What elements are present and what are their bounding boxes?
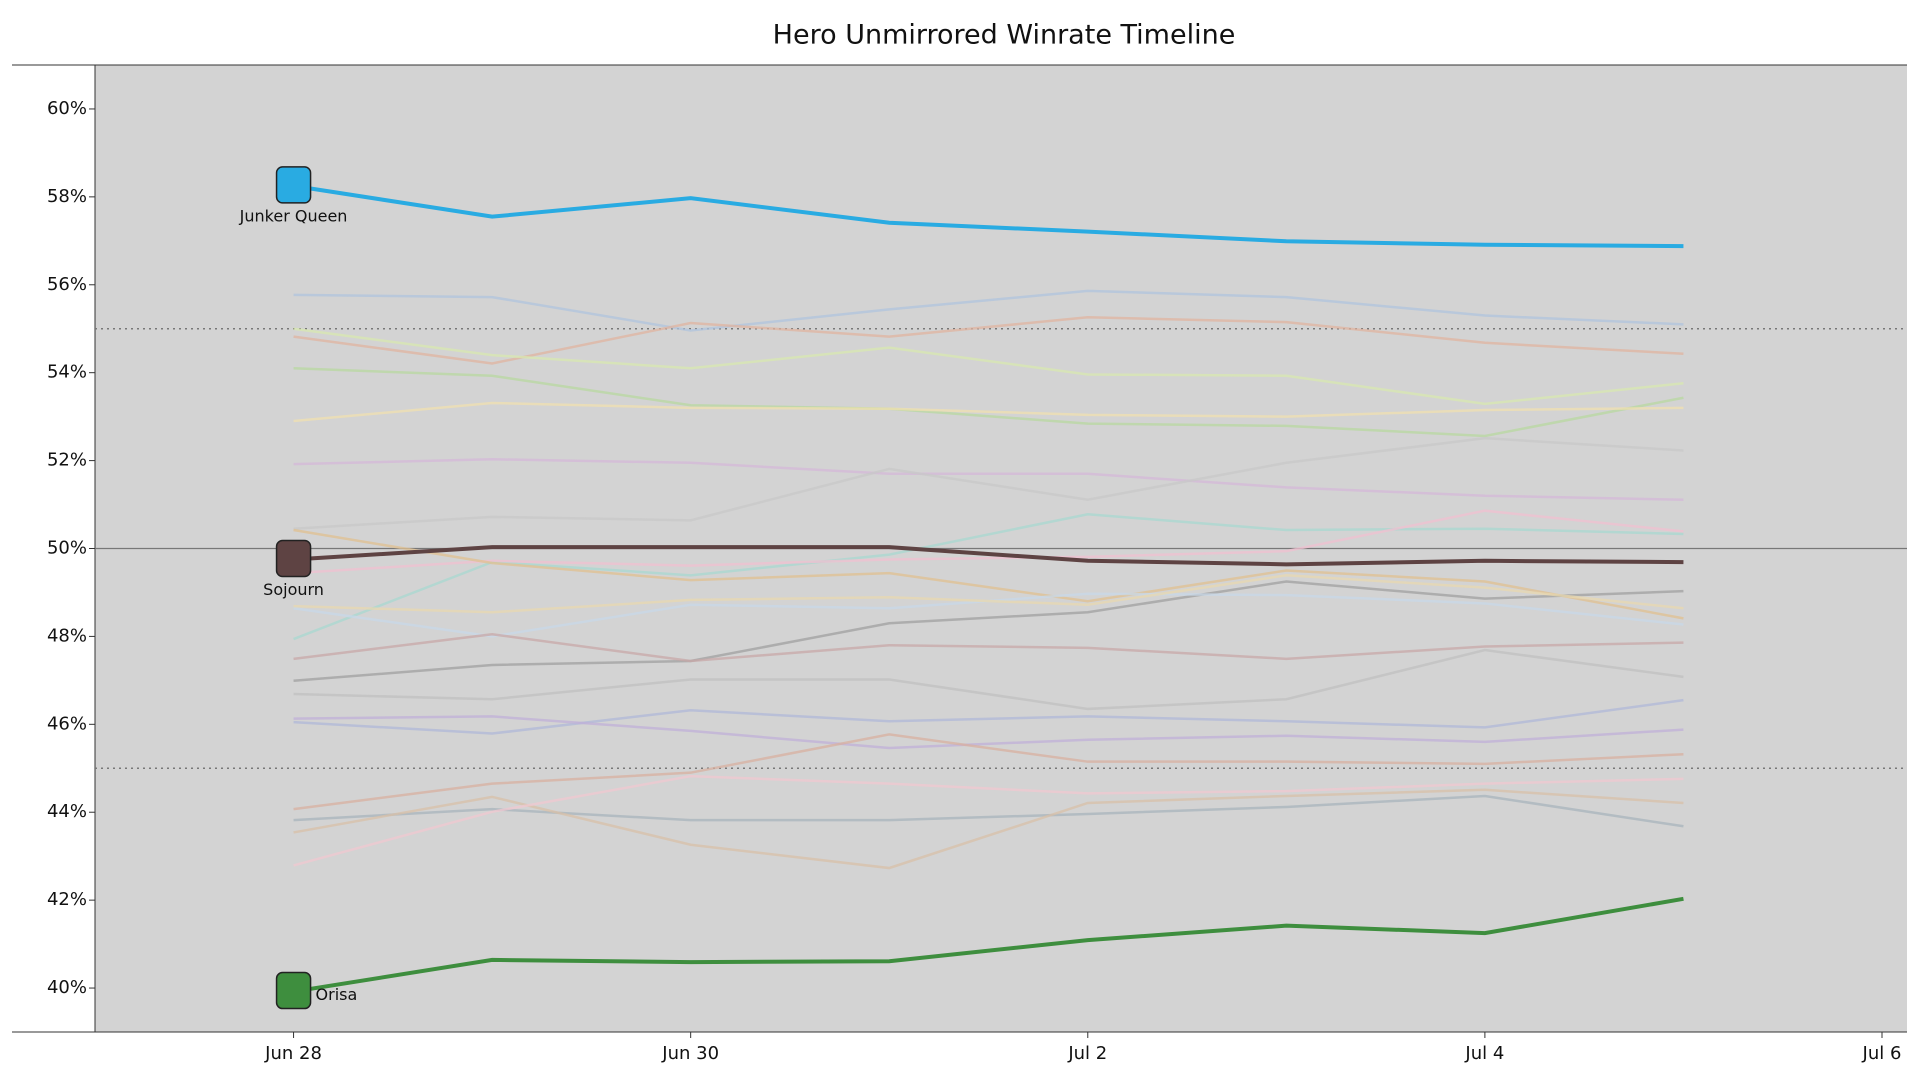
series-label: Sojourn xyxy=(263,580,324,599)
y-tick-label: 58% xyxy=(47,186,87,207)
highlight-line xyxy=(293,896,1684,994)
y-tick-label: 50% xyxy=(47,538,87,559)
y-tick-label: 48% xyxy=(47,625,87,646)
highlight-line xyxy=(293,183,1684,249)
x-tick-label: Jul 4 xyxy=(1464,1043,1504,1064)
y-tick-label: 44% xyxy=(47,801,87,822)
line xyxy=(293,327,1684,406)
y-tick-label: 52% xyxy=(47,450,87,471)
x-tick-label: Jun 28 xyxy=(264,1043,322,1064)
line xyxy=(293,367,1684,438)
line xyxy=(293,509,1684,575)
chart-title: Hero Unmirrored Winrate Timeline xyxy=(773,20,1236,51)
y-tick-label: 54% xyxy=(47,362,87,383)
line xyxy=(293,528,1684,620)
highlight-line xyxy=(293,545,1684,567)
line xyxy=(293,512,1684,641)
line xyxy=(293,648,1684,711)
line xyxy=(293,698,1684,735)
x-tick-label: Jun 30 xyxy=(661,1043,719,1064)
line xyxy=(293,774,1684,867)
line xyxy=(293,574,1684,614)
y-tick-label: 56% xyxy=(47,274,87,295)
series-label: Junker Queen xyxy=(239,206,348,225)
y-tick-label: 46% xyxy=(47,713,87,734)
line xyxy=(293,794,1684,828)
line xyxy=(293,458,1684,501)
line xyxy=(293,715,1684,750)
y-tick-label: 40% xyxy=(47,977,87,998)
line xyxy=(293,733,1684,811)
line xyxy=(293,580,1684,683)
hero-icon xyxy=(275,166,312,204)
hero-icon xyxy=(275,971,312,1010)
y-tick-label: 42% xyxy=(47,889,87,910)
hero-icon xyxy=(275,539,312,578)
line xyxy=(293,436,1684,530)
x-tick-label: Jul 2 xyxy=(1067,1043,1107,1064)
line xyxy=(293,632,1684,663)
x-tick-label: Jul 6 xyxy=(1862,1043,1902,1064)
line xyxy=(293,289,1684,332)
series-label: Orisa xyxy=(316,985,358,1004)
line xyxy=(293,401,1684,423)
y-tick-label: 60% xyxy=(47,98,87,119)
